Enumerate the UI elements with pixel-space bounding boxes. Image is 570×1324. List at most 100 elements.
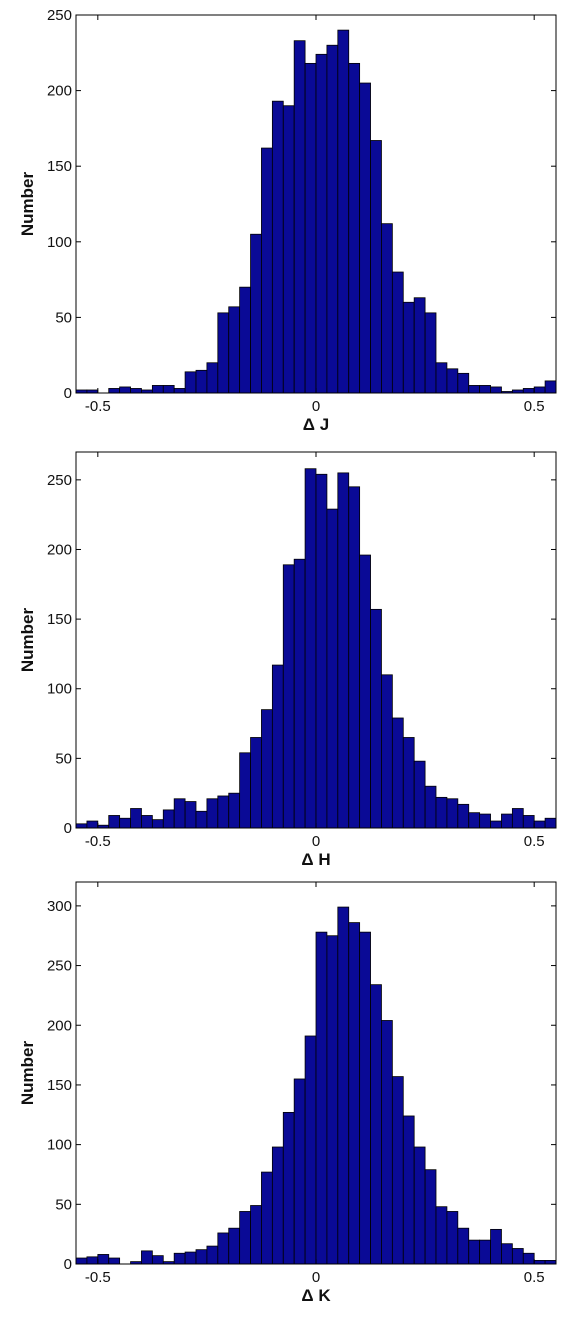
histogram-bar	[402, 737, 415, 829]
histogram-bar	[195, 369, 208, 394]
histogram-bar	[402, 1115, 415, 1265]
histogram-bar	[315, 473, 328, 829]
histogram-bar	[522, 815, 535, 829]
histogram-bar	[337, 472, 350, 829]
histogram-bar	[381, 223, 393, 394]
histogram-bar	[413, 760, 426, 829]
y-tick-label: 50	[55, 309, 72, 326]
y-tick-label: 50	[55, 1196, 72, 1213]
histogram-bar	[261, 1171, 273, 1265]
histogram-bar	[522, 388, 535, 394]
histogram-bar	[304, 1035, 317, 1265]
histogram-bar	[206, 1245, 219, 1265]
y-tick-label: 0	[64, 385, 72, 402]
histogram-panel-2: 0 50 100 150 200 250 -0.5 0 0.5 Δ H Number	[18, 451, 557, 869]
y-axis-label: Number	[18, 172, 37, 237]
histogram-bar	[370, 608, 382, 829]
histogram-bar	[173, 1252, 186, 1265]
histogram-bar	[206, 362, 219, 394]
x-tick-label: -0.5	[85, 1269, 111, 1286]
y-tick-label: 100	[47, 1137, 72, 1154]
histogram-bar	[261, 147, 273, 394]
histogram-bar	[391, 271, 404, 394]
histogram-bar	[533, 820, 546, 829]
histogram-bar	[271, 664, 284, 829]
histogram-bar	[293, 1078, 306, 1265]
histogram-panel-3: 0 50 100 150 200 250 300 -0.5 0 0.5 Δ K Number	[18, 881, 557, 1305]
histogram-bar	[326, 508, 339, 829]
histogram-bar	[468, 812, 481, 829]
histogram-bar	[217, 1232, 230, 1265]
y-tick-label: 150	[47, 1077, 72, 1094]
y-tick-label: 150	[47, 611, 72, 628]
y-tick-label: 0	[64, 1256, 72, 1273]
histogram-bar	[457, 372, 470, 394]
histogram-bar	[348, 62, 361, 394]
y-tick-label: 250	[47, 472, 72, 489]
histogram-bar	[511, 808, 524, 829]
histogram-bar	[282, 564, 295, 829]
histogram-bar	[348, 486, 361, 829]
x-axis-label: Δ K	[301, 1286, 331, 1305]
histogram-bar	[75, 1257, 88, 1265]
histogram-bar	[184, 1251, 197, 1265]
histogram-bar	[86, 820, 99, 829]
histogram-bar	[271, 100, 284, 394]
x-tick-label: 0.5	[524, 833, 545, 850]
histogram-bar	[151, 819, 164, 829]
histogram-bar	[250, 233, 262, 394]
y-tick-label: 150	[47, 158, 72, 175]
y-tick-label: 200	[47, 541, 72, 558]
histogram-bar	[130, 388, 142, 394]
histogram-bar	[533, 386, 546, 394]
histogram-bar	[130, 808, 142, 829]
histogram-bar	[304, 62, 317, 394]
histogram-bar	[108, 388, 121, 394]
histogram-bar	[446, 798, 459, 829]
histogram-bar	[337, 906, 350, 1265]
histogram-bar	[490, 1228, 502, 1265]
histogram-bar	[108, 815, 121, 829]
histogram-bar	[337, 29, 350, 394]
x-tick-label: 0	[312, 833, 320, 850]
histogram-bar	[501, 813, 513, 829]
histogram-bar	[119, 817, 131, 829]
histogram-bar	[424, 785, 437, 829]
y-tick-label: 300	[47, 898, 72, 915]
histogram-bar	[479, 1239, 491, 1265]
histogram-bar	[250, 1205, 262, 1265]
histogram-bar	[446, 368, 459, 394]
histogram-bar	[424, 1169, 437, 1265]
histogram-bar	[391, 1076, 404, 1265]
histogram-bar	[228, 1227, 241, 1265]
histogram-bar	[250, 737, 262, 829]
histogram-bar	[282, 105, 295, 394]
histogram-bar	[315, 53, 328, 394]
histogram-bar	[446, 1211, 459, 1265]
y-tick-label: 50	[55, 750, 72, 767]
histogram-bar	[217, 795, 230, 829]
x-axis-label: Δ H	[301, 850, 330, 869]
histogram-bar	[391, 717, 404, 829]
y-tick-label: 200	[47, 83, 72, 100]
histogram-bar	[435, 362, 448, 394]
histogram-bar	[206, 798, 219, 829]
y-tick-label: 100	[47, 681, 72, 698]
histogram-bar	[108, 1257, 121, 1265]
histogram-bar	[435, 1206, 448, 1265]
histogram-bar	[479, 813, 491, 829]
histogram-bar	[381, 674, 393, 829]
histogram-bar	[490, 820, 502, 829]
histogram-bar	[86, 1256, 99, 1265]
histogram-bar	[457, 803, 470, 829]
histogram-bar	[151, 385, 164, 394]
histogram-bar	[435, 796, 448, 829]
histogram-bar	[173, 388, 186, 394]
histogram-bar	[304, 468, 317, 829]
histogram-bar	[402, 301, 415, 394]
histogram-bar	[239, 752, 251, 829]
histogram-bar	[544, 1260, 557, 1265]
histogram-bar	[173, 798, 186, 829]
